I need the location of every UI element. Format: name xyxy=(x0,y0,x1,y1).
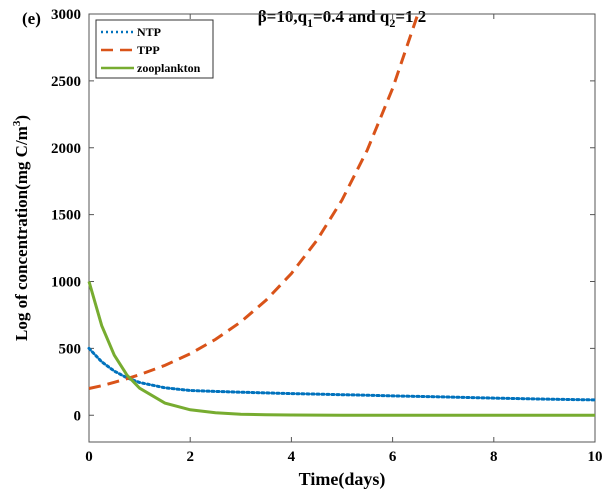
plot-area xyxy=(88,13,596,443)
series-line-NTP xyxy=(87,346,597,402)
y-tick-label: 1000 xyxy=(51,275,81,291)
x-tick-label: 0 xyxy=(85,449,93,465)
y-axis-label: Log of concentration(mg C/m3) xyxy=(11,115,31,341)
chart-title: β=10,q1=0.4 and q2=1.2 xyxy=(258,7,427,30)
panel-label: (e) xyxy=(22,9,41,28)
legend-label-NTP: NTP xyxy=(137,25,161,39)
x-tick-label: 4 xyxy=(288,449,296,465)
x-tick-label: 2 xyxy=(186,449,194,465)
y-tick-label: 0 xyxy=(74,408,82,424)
y-tick-label: 500 xyxy=(59,341,82,357)
x-axis-label: Time(days) xyxy=(299,469,386,490)
legend-label-zooplankton: zooplankton xyxy=(137,61,201,75)
y-tick-label: 1500 xyxy=(51,208,81,224)
series-line-zooplankton xyxy=(87,281,595,417)
x-tick-label: 6 xyxy=(389,449,397,465)
y-tick-label: 2500 xyxy=(51,74,81,90)
x-tick-label: 8 xyxy=(490,449,498,465)
x-tick-label: 10 xyxy=(588,449,603,465)
y-tick-label: 3000 xyxy=(51,7,81,23)
legend: NTP TPP zooplankton xyxy=(95,19,214,79)
y-tick-label: 2000 xyxy=(51,141,81,157)
legend-label-TPP: TPP xyxy=(137,43,160,57)
